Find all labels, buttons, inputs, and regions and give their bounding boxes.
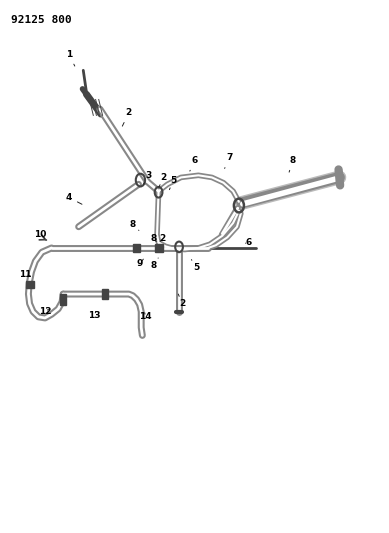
Text: 8: 8 xyxy=(150,234,156,243)
Text: 2: 2 xyxy=(122,108,132,126)
Text: 10: 10 xyxy=(34,230,46,239)
FancyBboxPatch shape xyxy=(155,244,163,252)
Text: 4: 4 xyxy=(66,193,82,204)
Text: 6: 6 xyxy=(190,156,198,171)
Text: 92125 800: 92125 800 xyxy=(11,14,72,25)
FancyBboxPatch shape xyxy=(26,281,34,288)
Text: 2: 2 xyxy=(159,234,166,243)
Text: 5: 5 xyxy=(169,176,176,190)
Text: 1: 1 xyxy=(66,50,75,66)
Text: 11: 11 xyxy=(19,270,32,279)
FancyBboxPatch shape xyxy=(102,289,108,299)
Text: 6: 6 xyxy=(245,238,252,247)
Text: 12: 12 xyxy=(39,307,51,316)
Text: 5: 5 xyxy=(191,260,200,272)
Text: 9: 9 xyxy=(137,259,144,268)
Text: 14: 14 xyxy=(139,312,152,321)
Text: 2: 2 xyxy=(159,173,167,187)
Text: 3: 3 xyxy=(144,171,151,184)
Text: 8: 8 xyxy=(151,258,158,270)
Text: 13: 13 xyxy=(88,311,100,320)
Text: 2: 2 xyxy=(178,294,185,308)
Text: 7: 7 xyxy=(224,154,233,168)
FancyBboxPatch shape xyxy=(133,244,140,252)
FancyBboxPatch shape xyxy=(60,294,66,305)
Text: 8: 8 xyxy=(289,156,296,172)
Text: 8: 8 xyxy=(130,220,139,230)
